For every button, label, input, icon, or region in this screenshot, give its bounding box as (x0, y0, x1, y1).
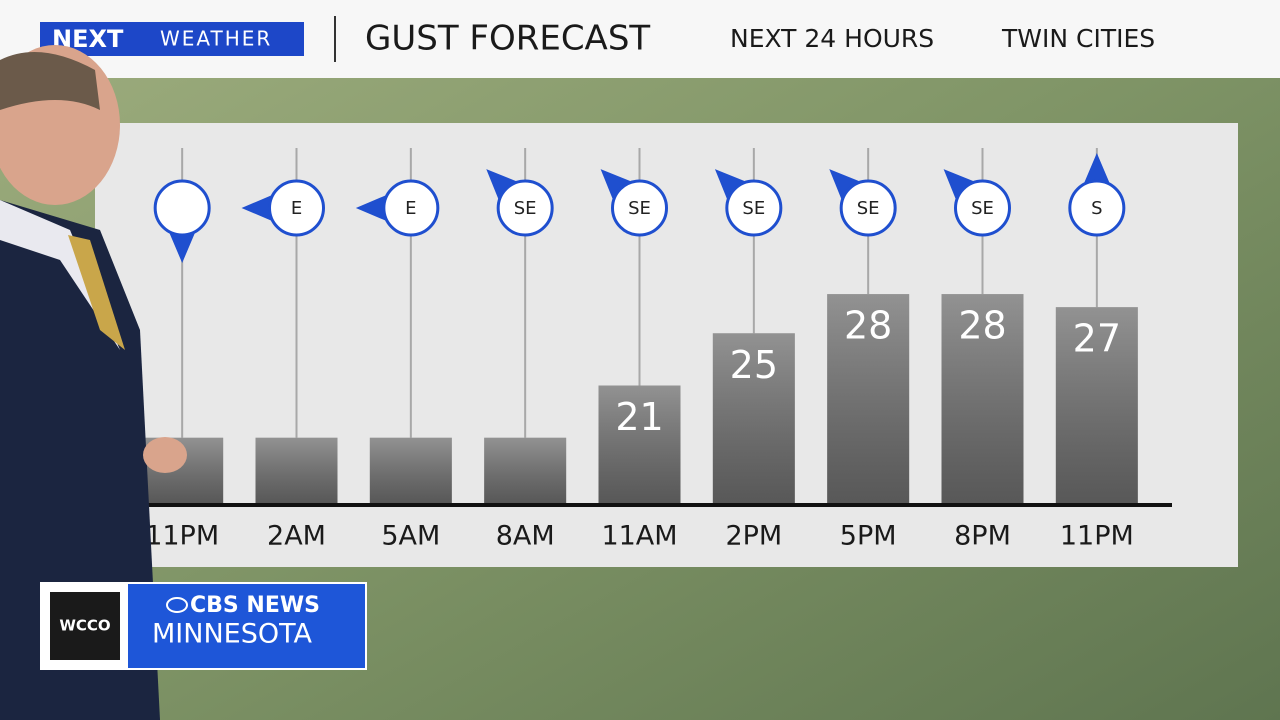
wind-direction: SE (971, 198, 994, 219)
presenter-shirt (0, 200, 120, 350)
wind-icon: SE (486, 169, 554, 237)
x-tick-label: 5PM (840, 521, 897, 552)
wind-icon: S (1068, 153, 1126, 237)
wind-circle (496, 179, 554, 237)
wind-circle (839, 179, 897, 237)
wind-icon: SE (714, 169, 783, 237)
wind-circle (725, 179, 783, 237)
bar-shade (941, 294, 1024, 503)
wind-pointer (714, 169, 749, 203)
bar-shade (255, 437, 338, 503)
wind-direction: SE (628, 198, 651, 219)
wind-icon: SE (600, 169, 668, 237)
wind-pointer (241, 194, 275, 222)
wind-pointer (355, 194, 389, 222)
wind-icon: E (241, 179, 325, 237)
presenter-tie (68, 235, 125, 350)
wind-icon: SE (943, 169, 1011, 237)
wind-direction: SE (857, 198, 880, 219)
value-label: 27 (1073, 317, 1121, 361)
wind-circle (954, 179, 1011, 237)
wind-icon: SE (829, 169, 897, 237)
value-label: 21 (615, 395, 663, 439)
presenter-hair (0, 52, 100, 110)
wind-direction: E (291, 198, 302, 219)
x-tick-label: 11AM (601, 521, 677, 552)
wind-circle (153, 179, 211, 237)
wind-pointer (943, 169, 977, 203)
chart: 11PM E 2AM E 5AM SE 8AM 21 SE 11AM 25 SE 2PM 28 SE 5PM 2… (140, 148, 1172, 552)
wind-direction: S (1091, 198, 1102, 219)
wind-pointer (486, 169, 520, 203)
wind-circle (382, 179, 440, 237)
bar-shade (369, 437, 452, 503)
title: GUST FORECAST (365, 19, 650, 59)
wind-pointer (829, 169, 863, 203)
bar-shade (712, 333, 795, 503)
x-tick-label: 2AM (267, 521, 326, 552)
value-label: 25 (730, 343, 778, 387)
station-box (50, 592, 120, 660)
network-eye (166, 597, 188, 613)
x-tick-label: 8PM (954, 521, 1011, 552)
wind-icon (153, 179, 211, 263)
bar-shade (827, 294, 910, 503)
subtitle: NEXT 24 HOURS (730, 24, 934, 53)
location: TWIN CITIES (1001, 24, 1155, 53)
region: MINNESOTA (152, 619, 312, 650)
x-tick-label: 11PM (1060, 521, 1134, 552)
x-tick-label: 5AM (381, 521, 440, 552)
wind-direction: SE (742, 198, 765, 219)
wind-circle (1068, 179, 1126, 237)
network: CBS NEWS (190, 593, 320, 618)
wind-circle (611, 179, 668, 237)
wind-direction: SE (514, 198, 537, 219)
presenter-hand (143, 437, 187, 473)
station: WCCO (59, 617, 110, 635)
wind-direction: E (405, 198, 416, 219)
bar-shade (1055, 307, 1138, 503)
bar-shade (484, 437, 567, 503)
wind-pointer (1082, 153, 1111, 186)
wind-pointer (600, 169, 634, 203)
x-tick-label: 8AM (496, 521, 555, 552)
bar-shade (598, 385, 681, 503)
value-label: 28 (844, 304, 892, 348)
wind-pointer (168, 230, 197, 263)
value-label: 28 (958, 304, 1006, 348)
logo-sub: WEATHER (160, 27, 272, 51)
x-tick-label: 2PM (725, 521, 782, 552)
logo-box (40, 22, 304, 56)
network-box (128, 584, 365, 668)
wind-icon: E (355, 179, 440, 237)
x-tick-label: 11PM (145, 521, 219, 552)
wind-circle (268, 179, 325, 237)
